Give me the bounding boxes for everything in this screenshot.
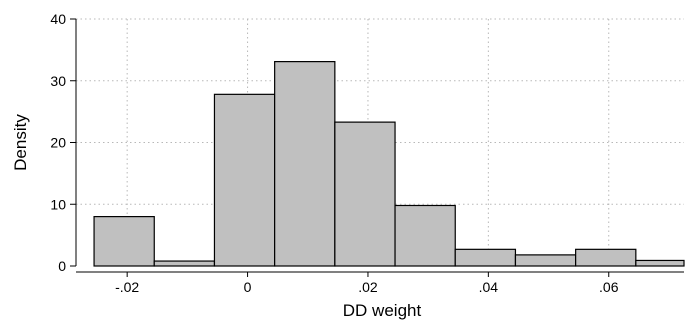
histogram-bar-4: [334, 121, 396, 267]
x-axis-title: DD weight: [343, 301, 422, 320]
y-tick-label-4: 40: [50, 11, 66, 27]
histogram-bar-5: [394, 204, 456, 267]
x-tick-label-1: 0: [244, 279, 252, 295]
histogram-bar-0: [93, 216, 155, 267]
y-tick-label-0: 0: [58, 258, 66, 274]
histogram-bar-3: [274, 61, 336, 267]
y-axis-title: Density: [11, 114, 30, 171]
bars-layer: [93, 61, 685, 267]
y-tick-label-1: 10: [50, 196, 66, 212]
y-tick-label-2: 20: [50, 135, 66, 151]
histogram-bar-7: [514, 254, 577, 267]
grid-layer: [76, 18, 684, 266]
histogram-bar-6: [454, 248, 517, 267]
histogram-bar-9: [635, 259, 685, 267]
x-tick-label-0: -.02: [115, 279, 139, 295]
x-tick-label-4: .06: [599, 279, 619, 295]
y-tick-label-3: 30: [50, 73, 66, 89]
histogram-bar-8: [575, 248, 637, 267]
x-tick-label-3: .04: [479, 279, 499, 295]
histogram-bar-2: [213, 93, 276, 267]
ticks-layer: 0 10 20 30 40 -.02 0 .02 .04 .06: [50, 11, 618, 295]
histogram-bar-1: [153, 260, 216, 267]
x-tick-label-2: .02: [358, 279, 378, 295]
